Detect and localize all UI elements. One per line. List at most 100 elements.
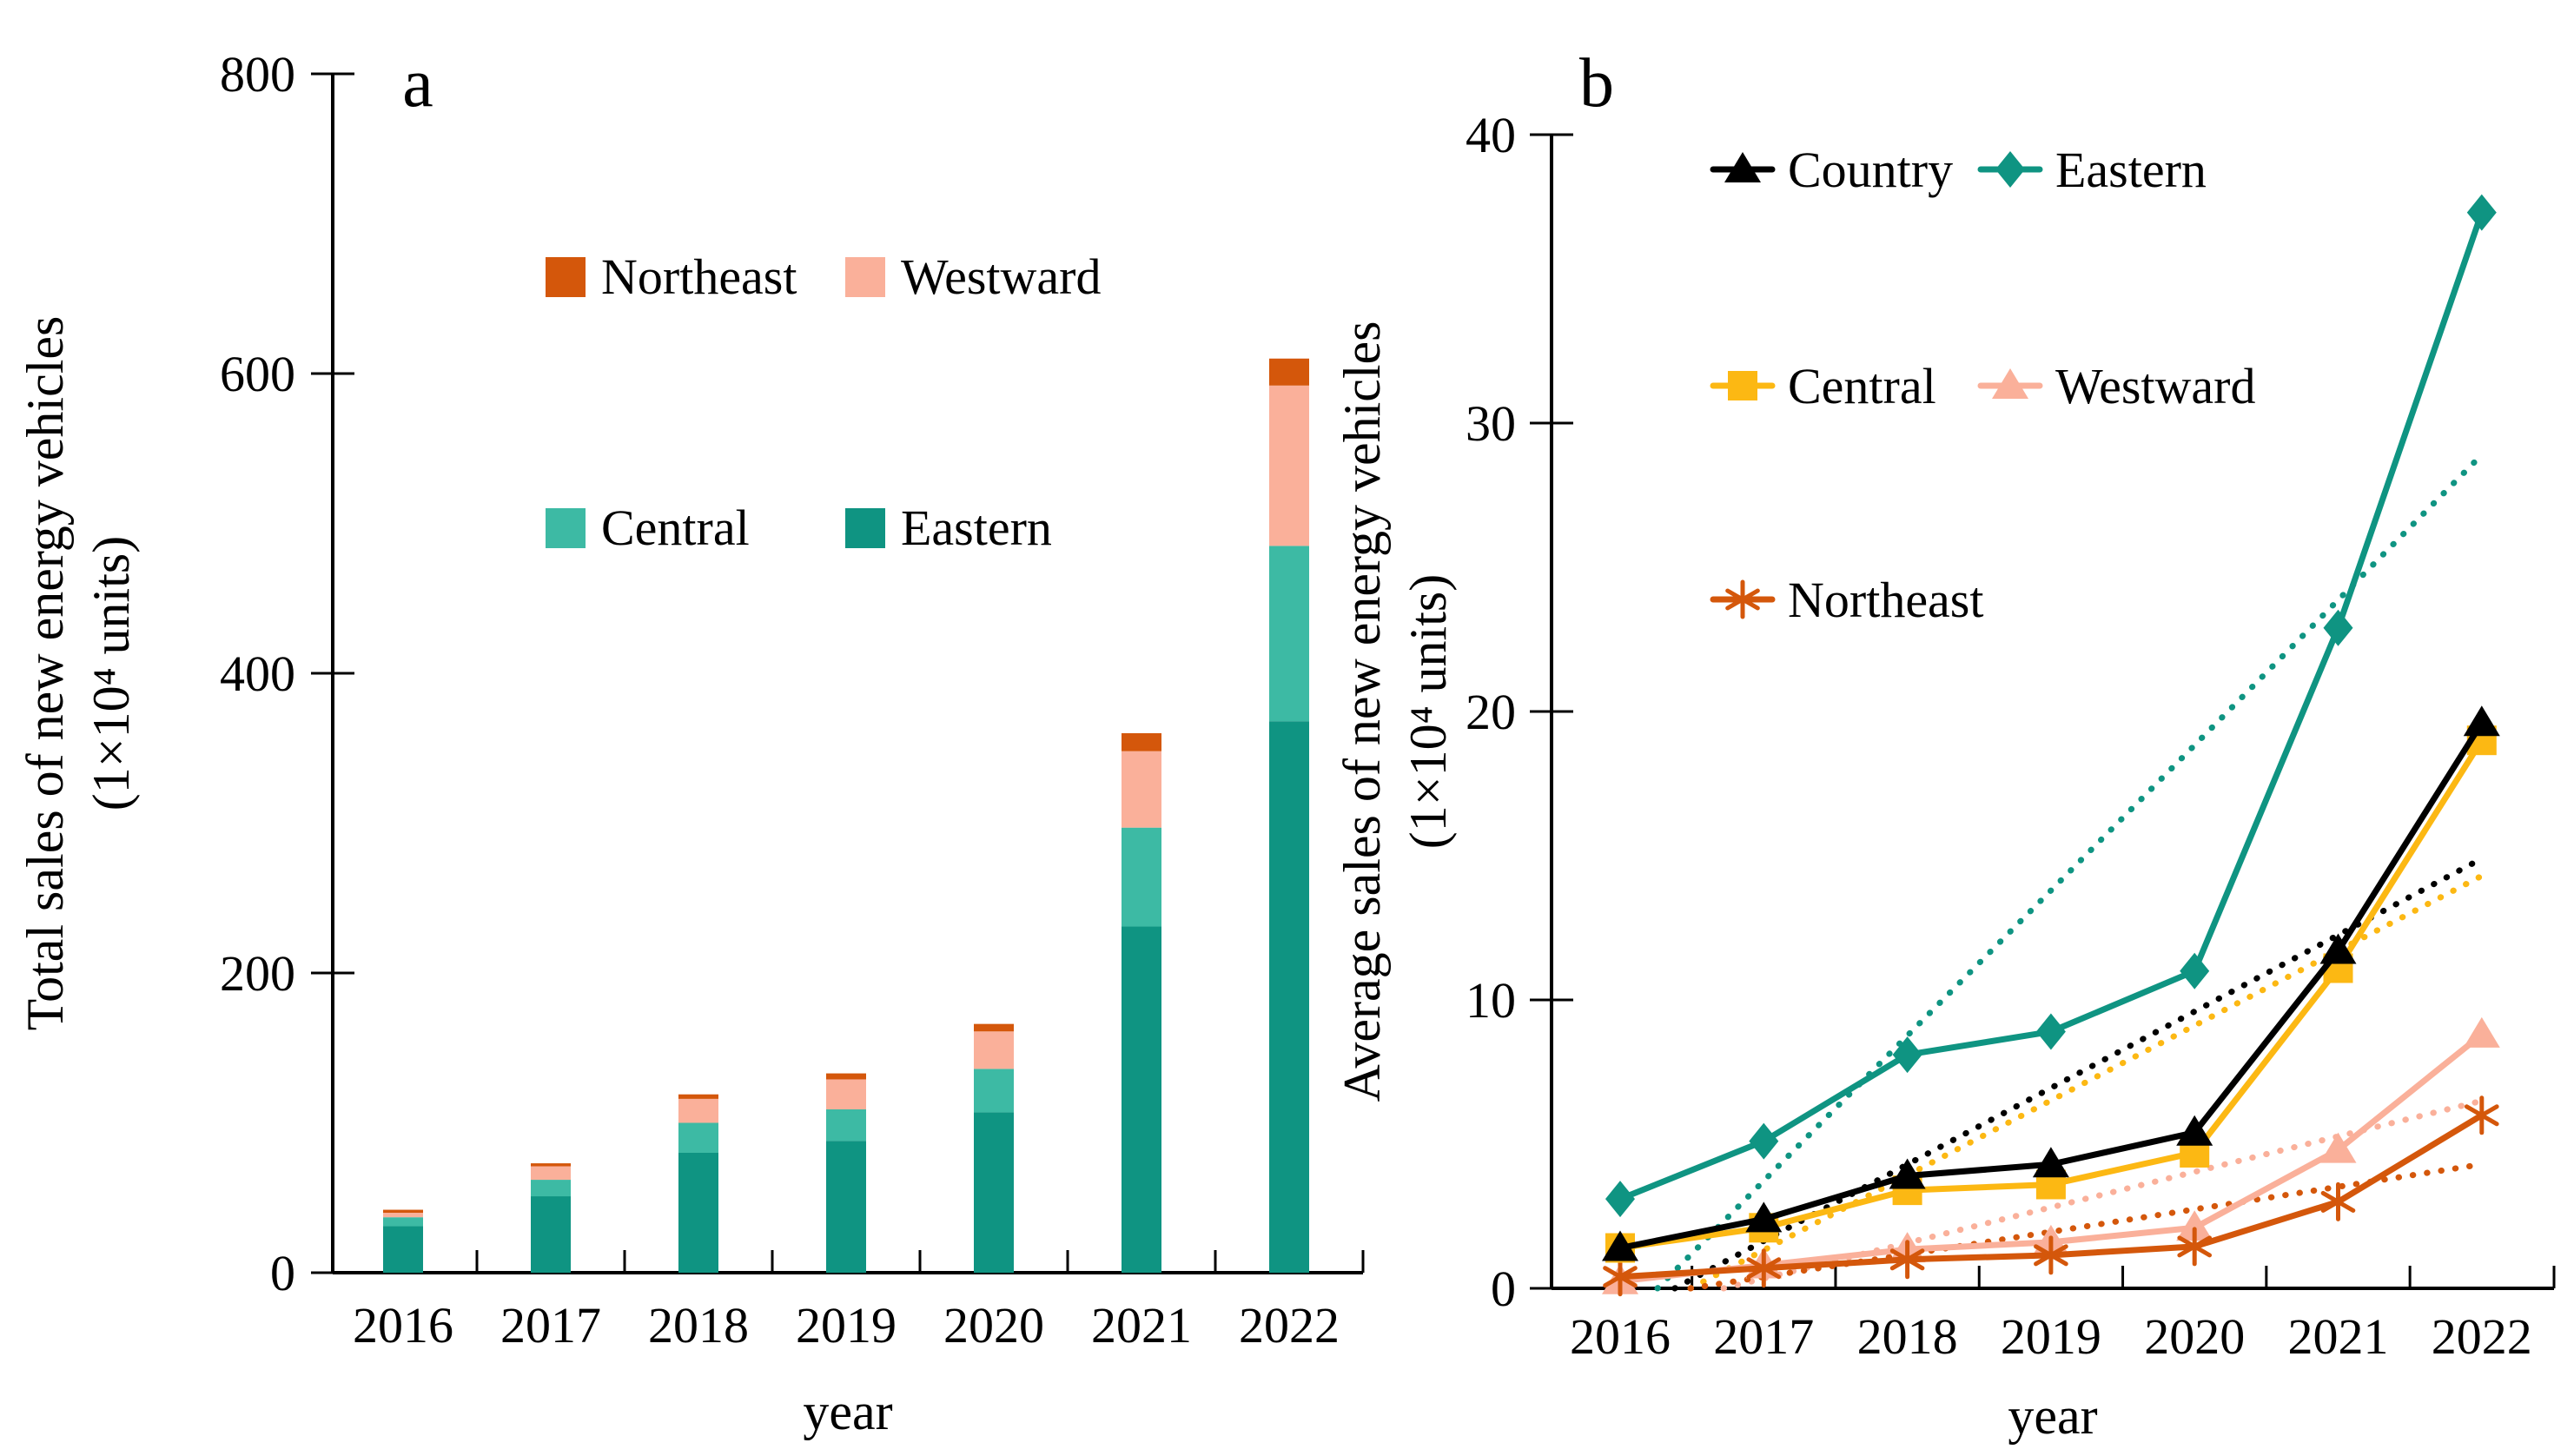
ylabel-b-line1: Average sales of new energy vehicles (1333, 321, 1391, 1102)
bar-segment-westward-2016 (383, 1213, 423, 1218)
y-tick-label-b: 40 (1466, 107, 1516, 163)
bar-segment-eastern-2019 (826, 1141, 866, 1273)
legend-marker-westward (1992, 368, 2028, 399)
legend-swatch-northeast (546, 257, 586, 297)
legend-swatch-westward (845, 257, 885, 297)
ylabel-a-line1: Total sales of new energy vehicles (17, 316, 74, 1031)
legend-label-eastern: Eastern (2055, 142, 2207, 198)
bar-segment-eastern-2020 (974, 1112, 1014, 1273)
marker-eastern-2020 (2180, 952, 2210, 989)
panel-a: 0 200 400 600 800 2016 2017 2018 2019 2020 2021 202… (17, 45, 1365, 1440)
asterisk-ray (1725, 588, 1760, 611)
marker-eastern-2019 (2035, 1013, 2066, 1050)
bar-segment-central-2016 (383, 1217, 423, 1227)
year-label-a-2020: 2020 (943, 1297, 1044, 1353)
year-label-b-2021: 2021 (2288, 1308, 2389, 1365)
marker-eastern-2018 (1892, 1036, 1922, 1074)
marker-country-2021 (2319, 933, 2357, 964)
bar-segment-eastern-2021 (1122, 926, 1161, 1273)
asterisk-ray (2320, 1190, 2356, 1213)
bar-segment-northeast-2017 (531, 1163, 571, 1167)
year-label-b-2018: 2018 (1857, 1308, 1958, 1365)
xlabel-b: year (2008, 1387, 2097, 1445)
bar-segment-central-2021 (1122, 827, 1161, 927)
marker-northeast-2020 (2177, 1227, 2213, 1267)
bar-segment-westward-2022 (1269, 385, 1309, 546)
marker-country-2018 (1889, 1158, 1926, 1189)
bar-segment-northeast-2022 (1269, 358, 1309, 386)
legend-marker-country (1724, 152, 1761, 182)
year-label-a-2019: 2019 (796, 1297, 897, 1353)
bar-segment-northeast-2019 (826, 1073, 866, 1080)
y-tick-label-a: 400 (220, 645, 295, 702)
y-tick-label-b: 10 (1466, 972, 1516, 1029)
marker-eastern-2016 (1605, 1181, 1635, 1218)
year-label-a-2017: 2017 (500, 1297, 601, 1353)
legend-marker-eastern (1995, 151, 2025, 188)
legend-label-eastern: Eastern (901, 500, 1052, 556)
marker-northeast-2018 (1889, 1240, 1925, 1280)
bar-segment-central-2022 (1269, 546, 1309, 722)
legend-label-westward: Westward (2055, 358, 2255, 414)
bar-segment-eastern-2018 (678, 1153, 718, 1273)
legend-marker-central (1728, 371, 1757, 400)
panel-b: 0 10 20 30 40 2016 2017 2018 2019 2020 2021 2022 yea… (1333, 45, 2556, 1445)
bar-segment-westward-2018 (678, 1098, 718, 1123)
ylabel-b-line2: (1×10⁴ units) (1399, 574, 1457, 849)
bar-segment-eastern-2017 (531, 1196, 571, 1273)
marker-country-2017 (1745, 1201, 1783, 1233)
y-tick-label-a: 600 (220, 346, 295, 402)
bar-segment-central-2020 (974, 1069, 1014, 1113)
marker-northeast-2016 (1603, 1257, 1638, 1297)
year-label-b-2020: 2020 (2144, 1308, 2245, 1365)
asterisk-ray (2177, 1235, 2213, 1258)
panel-letter-b: b (1579, 45, 1614, 122)
asterisk-ray (1603, 1266, 1638, 1288)
legend-label-westward: Westward (901, 248, 1101, 305)
year-label-a-2022: 2022 (1239, 1297, 1340, 1353)
y-tick-label-b: 20 (1466, 684, 1516, 740)
bar-segment-central-2019 (826, 1109, 866, 1142)
marker-eastern-2017 (1749, 1122, 1779, 1160)
y-tick-label-a: 0 (270, 1245, 295, 1301)
bar-segment-eastern-2022 (1269, 721, 1309, 1273)
bar-segment-northeast-2020 (974, 1023, 1014, 1032)
year-label-a-2016: 2016 (353, 1297, 453, 1353)
legend-label-central: Central (601, 500, 750, 556)
asterisk-ray (1746, 1257, 1782, 1280)
trend-line-country (1671, 855, 2485, 1292)
marker-northeast-2017 (1746, 1248, 1782, 1288)
marker-northeast-2019 (2034, 1235, 2068, 1275)
legend-label-central: Central (1788, 358, 1936, 414)
y-tick-label-a: 800 (220, 46, 295, 103)
year-label-a-2018: 2018 (648, 1297, 749, 1353)
asterisk-ray (1889, 1248, 1925, 1271)
marker-country-2019 (2032, 1147, 2069, 1178)
bar-segment-westward-2020 (974, 1031, 1014, 1069)
marker-country-2020 (2176, 1115, 2213, 1146)
marker-westward-2022 (2463, 1016, 2500, 1048)
bar-segment-northeast-2016 (383, 1209, 423, 1213)
bar-segment-central-2018 (678, 1122, 718, 1153)
y-tick-label-b: 0 (1491, 1261, 1516, 1317)
legend-swatch-central (546, 508, 586, 548)
marker-northeast-2021 (2320, 1181, 2356, 1221)
bar-segment-northeast-2021 (1122, 733, 1161, 751)
marker-eastern-2021 (2323, 609, 2353, 646)
year-label-b-2022: 2022 (2432, 1308, 2532, 1365)
year-label-b-2017: 2017 (1713, 1308, 1814, 1365)
year-label-b-2016: 2016 (1570, 1308, 1671, 1365)
marker-westward-2020 (2176, 1210, 2213, 1241)
marker-westward-2021 (2319, 1132, 2357, 1163)
xlabel-a: year (803, 1383, 892, 1440)
year-label-b-2019: 2019 (2001, 1308, 2101, 1365)
bar-segment-central-2017 (531, 1180, 571, 1197)
marker-country-2022 (2463, 705, 2500, 737)
bar-segment-northeast-2018 (678, 1094, 718, 1099)
trend-line-northeast (1687, 1161, 2485, 1292)
asterisk-ray (2034, 1244, 2068, 1267)
bar-segment-westward-2019 (826, 1079, 866, 1109)
bar-segment-eastern-2016 (383, 1226, 423, 1273)
marker-northeast-2022 (2464, 1095, 2499, 1135)
